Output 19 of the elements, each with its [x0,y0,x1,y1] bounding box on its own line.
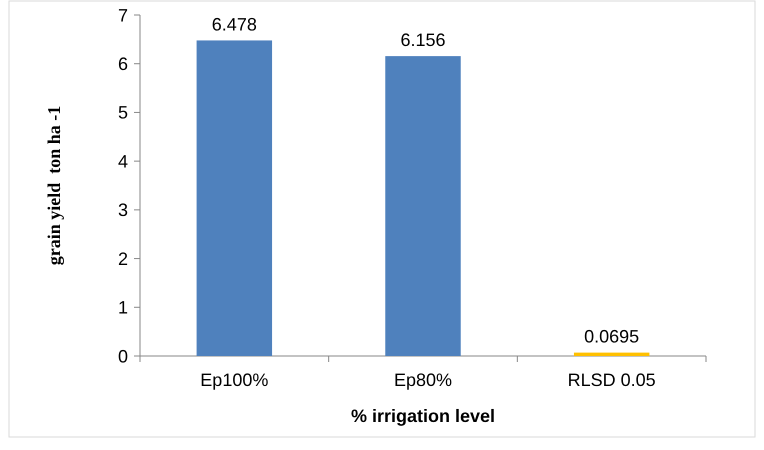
y-tick-label: 6 [118,54,128,74]
y-axis-title: grain yield ton ha -1 [44,106,64,266]
data-label: 0.0695 [584,326,640,347]
y-tick-label: 5 [118,102,128,123]
x-tick-label: RLSD 0.05 [568,370,656,390]
y-tick-label: 0 [118,346,128,366]
y-tick-label: 1 [118,298,128,318]
bar [385,56,461,356]
y-tick-label: 2 [118,248,128,269]
bar [196,40,272,356]
data-label: 6.156 [400,30,446,50]
bar [574,352,650,356]
data-label: 6.478 [212,14,257,34]
x-tick-label: Ep80% [394,370,452,390]
x-axis-title: % irrigation level [350,406,496,426]
x-tick-label: Ep100% [200,370,268,390]
y-tick-label: 7 [118,5,128,26]
y-tick-label: 3 [118,200,128,220]
y-tick-label: 4 [118,151,128,172]
